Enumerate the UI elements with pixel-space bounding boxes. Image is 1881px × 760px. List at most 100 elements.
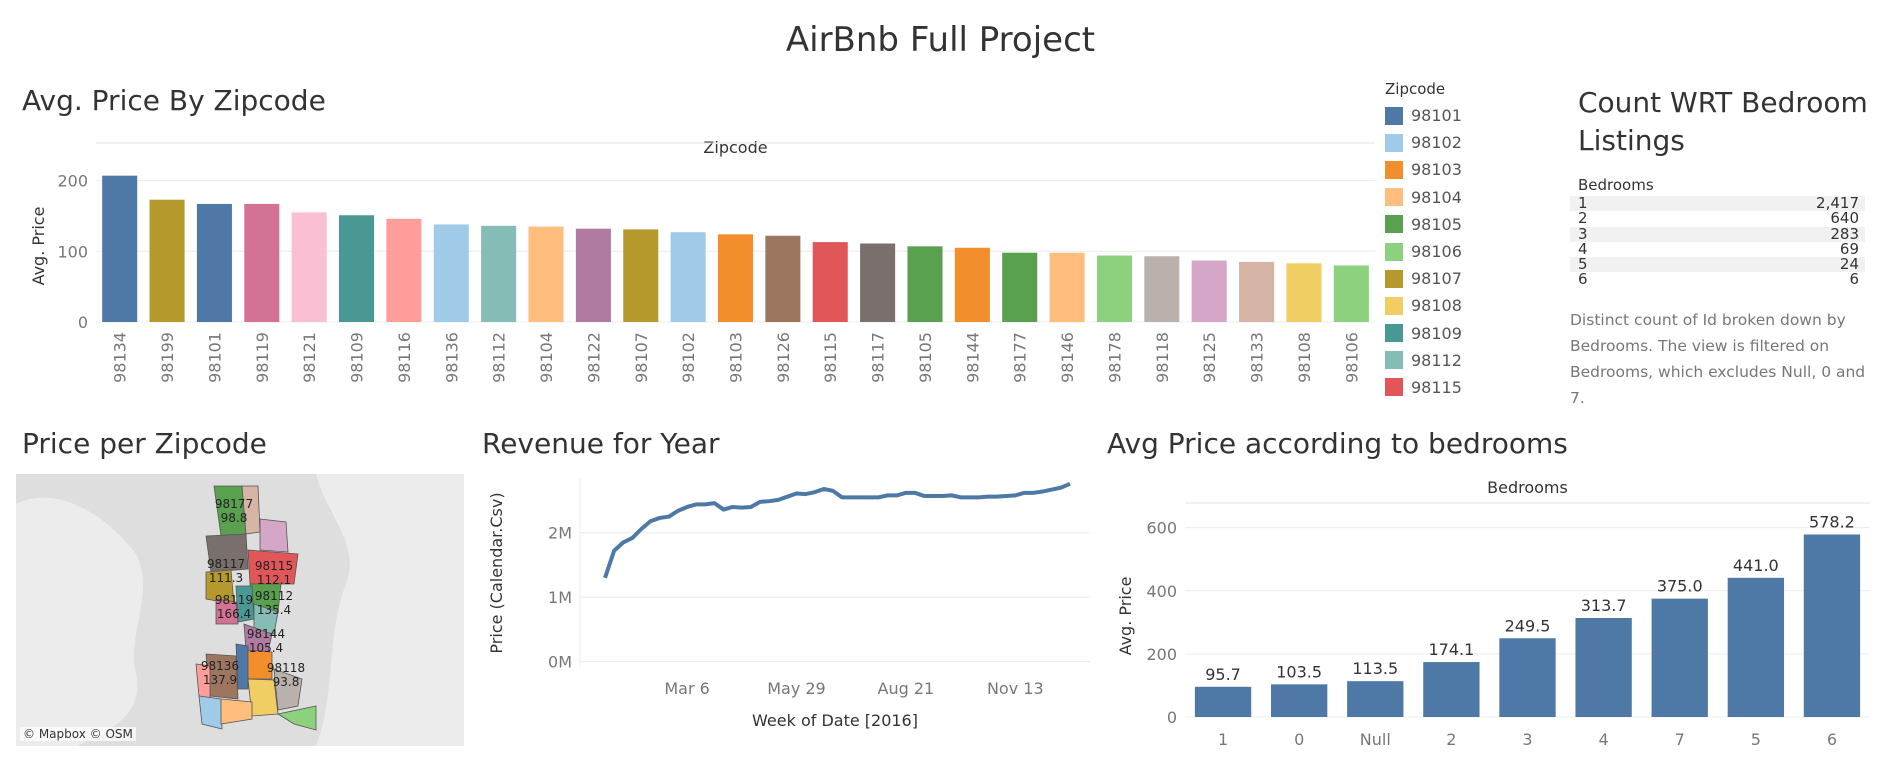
rev-series-line	[603, 481, 1071, 579]
bedroom-count: 2,417	[1816, 194, 1859, 212]
zip-bar-98104	[528, 226, 564, 322]
zip-xtick: 98122	[584, 332, 603, 383]
legend-item-98109[interactable]: 98109	[1385, 320, 1505, 347]
zip-bar-98199	[149, 199, 185, 322]
map-credit[interactable]: © Mapbox © OSM	[20, 727, 136, 741]
zip-xtick: 98104	[537, 332, 556, 383]
bedroom-value: 1	[1578, 194, 1588, 212]
zip-xtick: 98115	[821, 332, 840, 383]
map-label-zip: 98119	[215, 593, 253, 607]
bed-bar-3	[1499, 638, 1556, 717]
legend-item-98103[interactable]: 98103	[1385, 156, 1505, 183]
bed-data-label: 113.5	[1352, 659, 1398, 678]
map-label-value: 112.1	[257, 573, 291, 587]
sheet-title-revenue: Revenue for Year	[482, 427, 720, 460]
zip-xtick: 98119	[253, 332, 272, 383]
legend-item-98102[interactable]: 98102	[1385, 129, 1505, 156]
map-zip-98115	[247, 549, 299, 585]
legend-swatch	[1385, 188, 1403, 207]
bed-ytick: 400	[1146, 582, 1177, 601]
legend-label: 98106	[1411, 242, 1462, 262]
map-label-zip: 98144	[247, 627, 285, 641]
map-label-zip: 98115	[255, 559, 293, 573]
legend-item-98112[interactable]: 98112	[1385, 347, 1505, 374]
map-zip-98134	[235, 643, 249, 690]
zip-xtick: 98199	[158, 332, 177, 383]
zip-bar-98103	[717, 234, 754, 322]
map-label-zip: 98177	[215, 497, 253, 511]
zip-bar-98107	[623, 229, 659, 322]
bed-ylabel: Avg. Price	[1116, 577, 1135, 656]
bed-data-label: 313.7	[1581, 596, 1627, 615]
bedroom-row: 3 283	[1570, 224, 1865, 243]
map-label-zip: 98112	[255, 589, 293, 603]
bed-ytick: 200	[1146, 645, 1177, 664]
map-label-value: 98.8	[221, 511, 248, 525]
bed-xtick: 3	[1522, 730, 1532, 749]
zip-bar-98125	[1191, 260, 1227, 322]
map-graphic	[16, 474, 464, 746]
bed-bar-0	[1271, 684, 1328, 717]
zip-xtick: 98121	[300, 332, 319, 383]
legend-label: 98104	[1411, 187, 1462, 207]
zipcode-map[interactable]: © Mapbox © OSM	[16, 474, 464, 746]
sheet-title-avg-price-bedrooms: Avg Price according to bedrooms	[1107, 427, 1568, 460]
zip-bar-98119	[244, 203, 280, 322]
bedroom-value: 3	[1578, 224, 1588, 243]
map-label-value: 105.4	[249, 641, 283, 655]
legend-title: Zipcode	[1385, 80, 1446, 98]
bed-data-label: 174.1	[1428, 640, 1474, 659]
zip-bar-98178	[1096, 255, 1132, 322]
zip-xtick: 98125	[1200, 332, 1219, 383]
legend-label: 98102	[1411, 133, 1462, 153]
zip-bar-98108	[1286, 263, 1322, 322]
bedroom-value: 4	[1578, 239, 1588, 258]
legend-item-98115[interactable]: 98115	[1385, 374, 1505, 401]
bed-data-label: 578.2	[1809, 513, 1855, 532]
map-label-value: 137.9	[203, 673, 237, 687]
zip-xtick: 98105	[916, 332, 935, 383]
zip-bar-98101	[196, 203, 232, 322]
bed-xtick: 5	[1751, 730, 1761, 749]
bed-data-label: 249.5	[1505, 616, 1551, 635]
zip-xtick: 98107	[632, 332, 651, 383]
legend-item-98101[interactable]: 98101	[1385, 102, 1505, 129]
legend-item-98104[interactable]: 98104	[1385, 184, 1505, 211]
bedroom-row: 5 24	[1570, 256, 1865, 273]
legend-label: 98109	[1411, 323, 1462, 343]
legend-item-98106[interactable]: 98106	[1385, 238, 1505, 265]
bed-data-label: 375.0	[1657, 577, 1703, 596]
legend-swatch	[1385, 215, 1403, 234]
legend-label: 98101	[1411, 106, 1462, 126]
bedroom-count: 69	[1839, 239, 1859, 258]
map-zip-98117	[205, 533, 249, 573]
zip-bar-98133	[1239, 261, 1275, 322]
legend-swatch	[1385, 324, 1403, 343]
bedroom-count: 640	[1830, 209, 1859, 228]
bed-data-label: 441.0	[1733, 556, 1779, 575]
zip-bar-98112	[481, 225, 517, 322]
sheet-title-count-bedrooms: Count WRT Bedroom Listings	[1578, 86, 1868, 157]
avg-price-zip-chart: Zipcode 0 100 200 Avg. Price 98134 98199 98101 9…	[29, 138, 1375, 383]
bedroom-row: 1 2,417	[1570, 194, 1865, 212]
map-label-zip: 98118	[267, 661, 305, 675]
zip-xtick: 98133	[1248, 332, 1267, 383]
zip-bar-98134	[102, 175, 138, 322]
bed-xtick: 2	[1446, 730, 1456, 749]
map-label-value: 135.4	[257, 603, 291, 617]
bed-data-label: 95.7	[1205, 665, 1241, 684]
legend-item-98108[interactable]: 98108	[1385, 292, 1505, 319]
map-label-zip: 98136	[201, 659, 239, 673]
bedroom-count-table: Bedrooms 1 2,417 2 640 3 283 4 69 5 24 6 6	[1570, 176, 1865, 288]
zip-bar-98116	[386, 218, 422, 322]
legend-swatch	[1385, 351, 1403, 370]
legend-item-98107[interactable]: 98107	[1385, 265, 1505, 292]
zip-bar-98102	[670, 232, 706, 322]
zip-bar-98121	[291, 212, 327, 322]
zip-xtick: 98146	[1058, 332, 1077, 383]
zip-bar-98109	[339, 215, 375, 322]
legend-item-98105[interactable]: 98105	[1385, 211, 1505, 238]
bed-xtick: 0	[1294, 730, 1304, 749]
bed-xtick: 7	[1675, 730, 1685, 749]
